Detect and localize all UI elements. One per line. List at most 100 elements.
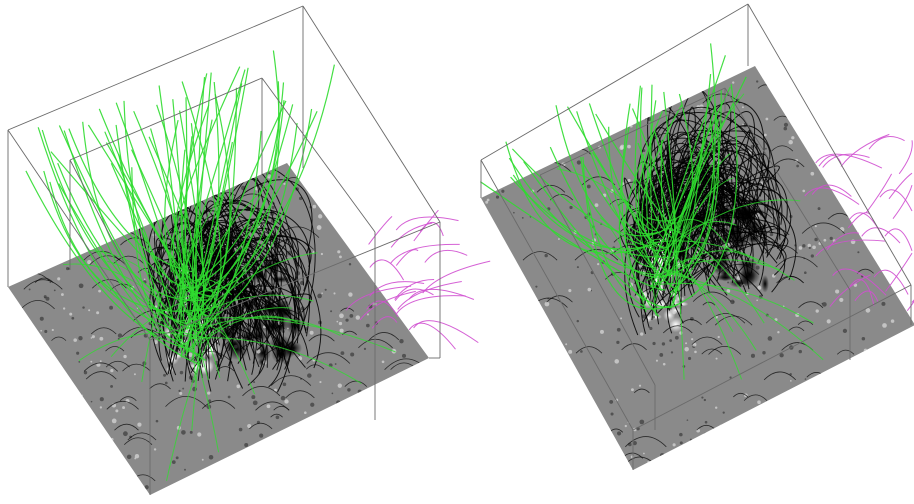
magnetogram-speckle <box>143 278 146 281</box>
magnetogram-speckle <box>336 400 341 405</box>
magnetogram-speckle <box>88 309 91 312</box>
magnetogram-speckle <box>110 384 114 388</box>
open-field-line-magenta <box>345 285 412 311</box>
closed-field-line <box>635 187 779 304</box>
closed-field-line <box>667 243 787 334</box>
low-lying-field-line <box>788 326 805 332</box>
magnetogram-speckle <box>861 336 866 341</box>
magnetogram-speckle <box>110 437 114 441</box>
low-lying-field-line <box>536 184 566 193</box>
low-lying-field-line <box>630 226 659 234</box>
magnetogram-speckle <box>83 370 88 375</box>
low-lying-field-line <box>621 343 647 351</box>
magnetogram-speckle <box>287 327 289 330</box>
panel-left <box>7 5 491 495</box>
magnetogram-speckle <box>53 289 56 292</box>
box-edge <box>69 159 161 331</box>
magnetogram-speckle <box>126 454 132 460</box>
magnetogram-speckle <box>111 418 117 424</box>
open-field-line-green <box>131 167 163 322</box>
open-field-line-green <box>580 156 647 308</box>
magnetogram-speckle <box>330 310 333 313</box>
magnetogram-speckle <box>767 336 773 341</box>
low-lying-field-line <box>270 238 314 250</box>
magnetogram-speckle <box>69 312 73 316</box>
magnetogram-speckle <box>882 323 887 328</box>
low-lying-field-line <box>285 390 315 399</box>
magnetogram-speckle <box>495 195 500 199</box>
magnetogram-speckle <box>863 348 868 353</box>
magnetogram-speckle <box>349 313 354 318</box>
magnetogram-speckle <box>756 80 759 83</box>
magnetogram-speckle <box>99 397 104 402</box>
open-field-line-green <box>555 105 653 248</box>
low-lying-field-line <box>105 360 130 368</box>
low-lying-field-line <box>763 371 797 381</box>
magnetogram-speckle <box>757 285 762 290</box>
low-lying-field-line <box>106 400 139 410</box>
open-field-line-green <box>663 257 718 279</box>
magnetogram-speckle <box>632 441 637 446</box>
low-lying-field-line <box>89 255 126 265</box>
open-field-line-green <box>646 270 657 316</box>
magnetogram-speckle <box>117 333 123 338</box>
magnetogram-speckle <box>98 289 101 293</box>
open-field-line-magenta <box>847 212 871 229</box>
open-field-line-green <box>667 125 706 266</box>
low-lying-field-line <box>127 432 157 441</box>
magnetogram-speckle <box>318 214 323 219</box>
low-lying-field-line <box>242 386 281 397</box>
open-field-line-green <box>637 110 668 251</box>
magnetogram-speckle <box>179 370 184 375</box>
open-field-line-green <box>188 337 362 384</box>
open-field-line-green <box>646 100 673 275</box>
low-lying-field-line <box>232 193 272 204</box>
magnetogram-speckle <box>171 460 176 464</box>
magnetogram-speckle <box>99 360 102 363</box>
open-field-line-green <box>671 250 743 380</box>
open-field-line-green <box>511 148 677 237</box>
magnetogram-speckle <box>355 315 361 320</box>
magnetogram-speckle <box>732 81 735 84</box>
magnetogram-speckle <box>82 306 85 309</box>
magnetogram-speckle <box>794 388 798 392</box>
box-edge <box>149 221 441 341</box>
open-field-line-green <box>184 73 216 294</box>
low-lying-field-line <box>85 371 117 380</box>
magnetogram-speckle <box>586 184 591 189</box>
magnetogram-speckle <box>337 383 342 388</box>
magnetogram-speckle <box>366 313 369 316</box>
low-lying-field-line <box>90 327 117 335</box>
magnetogram-speckle <box>310 402 315 407</box>
magnetogram-speckle <box>569 205 573 210</box>
closed-field-line <box>214 284 260 380</box>
open-field-line-green <box>58 183 182 341</box>
magnetogram-speckle <box>247 423 252 429</box>
magnetogram-speckle <box>638 384 642 387</box>
magnetogram-speckle <box>703 398 707 402</box>
magnetogram-speckle <box>557 238 560 240</box>
open-field-line-green <box>68 128 192 273</box>
low-lying-field-line <box>149 383 171 390</box>
magnetogram-speckle <box>742 123 745 126</box>
open-field-line-green <box>196 82 285 282</box>
magnetogram-speckle <box>857 251 860 254</box>
open-field-line-green <box>169 190 226 314</box>
open-field-line-magenta <box>815 153 883 169</box>
magnetogram-speckle <box>188 352 193 357</box>
open-field-line-green <box>184 81 220 303</box>
low-lying-field-line <box>340 307 355 312</box>
open-field-line-green <box>190 123 205 318</box>
open-field-line-green <box>89 250 192 316</box>
open-field-line-green <box>639 87 672 238</box>
low-lying-field-line <box>239 229 275 239</box>
magnetogram-speckle <box>320 252 324 256</box>
magnetogram-speckle <box>401 353 407 358</box>
closed-field-line <box>668 177 788 311</box>
open-field-line-green <box>185 100 287 357</box>
magnetogram-speckle <box>153 448 157 451</box>
positive-polarity-patch <box>675 301 689 307</box>
magnetogram-speckle <box>894 336 898 341</box>
magnetogram-speckle <box>78 283 84 289</box>
